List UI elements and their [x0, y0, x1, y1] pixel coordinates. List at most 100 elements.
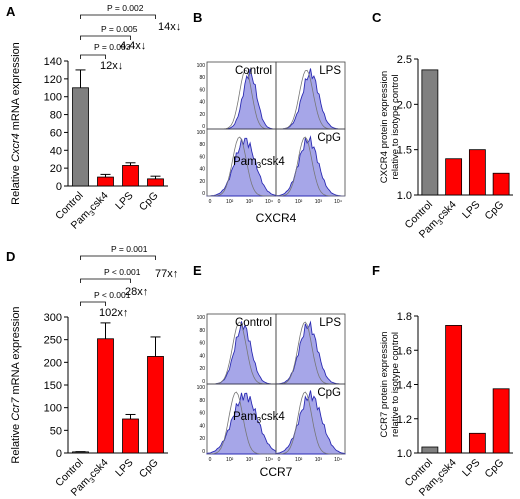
panel-b-y-tick-label: 80 — [199, 75, 205, 81]
panel-e-y-tick-label: 60 — [199, 411, 205, 417]
panel-d-significance-bracket — [80, 255, 156, 260]
panel-a-y-tick-label: 120 — [44, 74, 62, 86]
panel-b-y-tick-label: 20 — [199, 112, 205, 118]
panel-d-bar-pam3csk4 — [97, 338, 114, 454]
panel-e-quadrant-label-pam3csk4: Pam3csk4 — [233, 411, 285, 425]
panel-b-x-tick-label: 10³ — [246, 199, 254, 205]
panel-e-x-tick-label: 10⁴ — [265, 457, 273, 463]
panel-c-bar-control — [421, 69, 439, 196]
panel-d-significance-bracket — [80, 278, 131, 283]
panel-a-p-value: P = 0.002 — [107, 3, 144, 13]
panel-e-histogram-stained-pam3csk4 — [206, 392, 277, 455]
panel-e-y-tick-label: 60 — [199, 341, 205, 347]
panel-d-y-tick-label: 150 — [44, 380, 62, 392]
panel-a-bar-pam3csk4 — [97, 176, 114, 187]
panel-f-y-tick-label: 1.8 — [397, 311, 412, 323]
panel-e-x-tick-label: 0 — [278, 457, 281, 463]
panel-d-y-tick-label: 0 — [56, 448, 62, 460]
panel-e-quadrant-label-lps: LPS — [319, 317, 341, 329]
panel-a-y-tick-label: 140 — [44, 56, 62, 68]
panel-f-y-tick-label: 1.2 — [397, 414, 412, 426]
panel-a-significance-bracket — [80, 54, 106, 59]
panel-d-fold-change: 102x↑ — [99, 307, 128, 319]
panel-letter-a: A — [6, 4, 16, 19]
panel-e-x-tick-label: 10² — [295, 457, 303, 463]
panel-d-y-tick-label: 50 — [50, 425, 62, 437]
panel-c-bar-cpg — [492, 172, 510, 196]
panel-f-y-tick-label: 1.6 — [397, 345, 412, 357]
panel-d-y-tick-label: 250 — [44, 335, 62, 347]
panel-d-fold-change: 77x↑ — [155, 268, 178, 280]
panel-b-y-tick-label: 0 — [202, 124, 205, 130]
panel-a-y-tick-label: 60 — [50, 127, 62, 139]
panel-f-bar-lps — [468, 432, 486, 454]
panel-e-quadrant-label-control: Control — [235, 317, 272, 329]
chart-panel-f: 1.0 1.2 1.4 1.6 1.8 CCR7 protein expressionre… — [379, 311, 513, 499]
panel-c-y-tick-label: 2.5 — [397, 54, 412, 66]
panel-b-x-tick-label: 10⁴ — [334, 199, 342, 205]
panel-b-y-tick-label: 20 — [199, 179, 205, 185]
panel-f-y-tick-label: 1.4 — [397, 380, 412, 392]
panel-f-bar-cpg — [492, 388, 510, 454]
panel-b-x-tick-label: 10⁴ — [265, 199, 273, 205]
panel-f-x-tick-label: LPS — [460, 457, 483, 480]
panel-d-y-tick-label: 100 — [44, 403, 62, 415]
panel-a-fold-change: 4.4x↓ — [120, 40, 146, 52]
panel-e-y-tick-label: 80 — [199, 328, 205, 334]
panel-a-bar-control — [72, 87, 89, 187]
panel-e-x-tick-label: 10³ — [246, 457, 254, 463]
panel-b-quadrant-label-cpg: CpG — [317, 132, 341, 144]
chart-panel-d: 0 50 100 150 200 250 300 Relative Ccr7 mRNA exp… — [10, 244, 178, 499]
panel-b-y-tick-label: 40 — [199, 100, 205, 106]
panel-c-x-tick-label: LPS — [460, 199, 483, 222]
panel-b-x-tick-label: 10³ — [315, 199, 323, 205]
panel-letter-d: D — [6, 249, 15, 264]
panel-b-histogram-stained-cpg — [275, 135, 346, 197]
panel-e-x-tick-label: 10³ — [315, 457, 323, 463]
panel-d-x-tick-label: LPS — [113, 457, 136, 480]
panel-b-x-axis-label: CXCR4 — [256, 211, 297, 225]
panel-e-histogram-stained-lps — [275, 320, 345, 385]
panel-a-x-tick-label: CpG — [137, 190, 161, 214]
panel-a-fold-change: 12x↓ — [100, 60, 123, 72]
panel-e-histogram-stained-control — [207, 321, 276, 385]
panel-d-bar-lps — [122, 418, 139, 454]
panel-e-x-tick-label: 10² — [226, 457, 234, 463]
panel-a-p-value: P = 0.005 — [101, 24, 138, 34]
panel-c-y-tick-label: 1.0 — [397, 190, 412, 202]
panel-b-x-tick-label: 0 — [209, 199, 212, 205]
panel-e-y-tick-label: 40 — [199, 353, 205, 359]
panel-a-y-tick-label: 100 — [44, 92, 62, 104]
histogram-panel-b: Control 100 80 60 40 20 0 LPS Pam3csk4 100 80 60 40 2… — [197, 61, 346, 225]
panel-c-x-tick-label: CpG — [482, 199, 506, 223]
panel-e-y-tick-label: 0 — [202, 449, 205, 455]
panel-d-p-value: P = 0.001 — [111, 244, 148, 254]
panel-c-y-axis-label: CXCR4 protein expressionrelative to isot… — [379, 71, 401, 183]
panel-b-quadrant-label-control: Control — [235, 65, 272, 77]
panel-b-x-tick-label: 0 — [278, 199, 281, 205]
panel-a-p-value: P = 0.003 — [94, 42, 131, 52]
panel-e-y-tick-label: 0 — [202, 379, 205, 385]
histogram-panel-e: Control 100 80 60 40 20 0 LPS Pam3csk4 100 80 60 40 2… — [197, 313, 346, 479]
panel-b-y-tick-label: 40 — [199, 167, 205, 173]
panel-d-bar-cpg — [147, 356, 164, 454]
panel-b-y-tick-label: 60 — [199, 87, 205, 93]
panel-e-y-tick-label: 80 — [199, 398, 205, 404]
panel-a-bar-lps — [122, 165, 139, 187]
panel-d-y-tick-label: 300 — [44, 312, 62, 324]
panel-b-y-tick-label: 80 — [199, 142, 205, 148]
panel-b-y-tick-label: 0 — [202, 191, 205, 197]
panel-b-y-tick-label: 100 — [197, 63, 206, 69]
panel-a-x-tick-label: LPS — [113, 190, 136, 213]
panel-b-histogram-isotype-pam3csk4 — [207, 136, 276, 197]
panel-b-x-tick-label: 10² — [226, 199, 234, 205]
panel-a-y-tick-label: 80 — [50, 110, 62, 122]
panel-d-p-value: P < 0.001 — [94, 290, 131, 300]
panel-d-y-axis-label: Relative Ccr7 mRNA expression — [10, 306, 22, 463]
panel-a-y-axis-label: Relative Cxcr4 mRNA expression — [10, 42, 22, 205]
panel-a-bar-cpg — [147, 178, 164, 187]
panel-d-p-value: P < 0.001 — [104, 267, 141, 277]
panel-a-y-tick-label: 0 — [56, 181, 62, 193]
panel-c-bar-lps — [468, 149, 486, 196]
panel-d-x-tick-label: CpG — [137, 457, 161, 481]
